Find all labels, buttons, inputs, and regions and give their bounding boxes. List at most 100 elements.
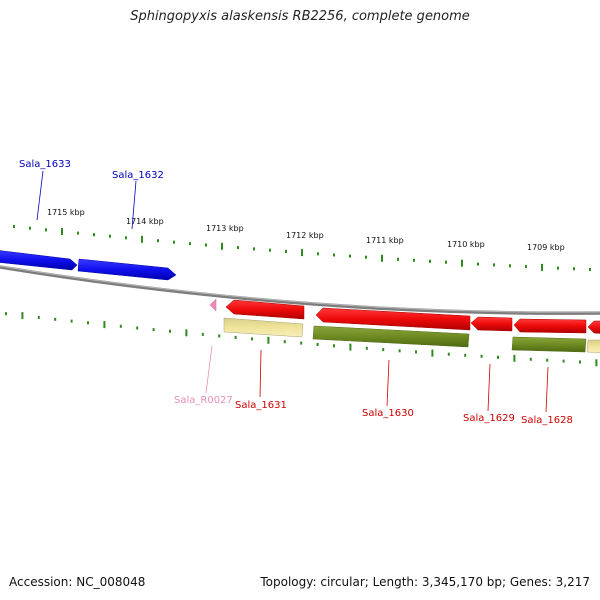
- outer-minor-tick: [349, 254, 351, 258]
- outer-minor-tick: [333, 253, 335, 257]
- outer-minor-tick: [125, 236, 127, 240]
- outer-minor-tick: [189, 242, 191, 246]
- outer-minor-tick: [13, 225, 15, 228]
- outer-minor-tick: [77, 231, 79, 235]
- inner-minor-tick: [54, 317, 57, 321]
- outer-minor-tick: [109, 234, 111, 238]
- cog-bar-partial-right: [586, 339, 600, 353]
- inner-minor-tick: [447, 352, 450, 356]
- outer-minor-tick: [477, 262, 479, 266]
- inner-minor-tick: [529, 357, 532, 361]
- gene-arrow-sala1631[interactable]: [225, 299, 305, 320]
- gene-label-sala-r0027[interactable]: Sala_R0027: [174, 395, 233, 406]
- gene-label-sala1631[interactable]: Sala_1631: [235, 400, 287, 411]
- tick-label-1714: 1714 kbp: [126, 217, 164, 226]
- inner-major-tick: [431, 349, 434, 357]
- inner-minor-tick: [382, 348, 385, 352]
- inner-minor-tick: [234, 335, 237, 339]
- inner-minor-tick: [300, 341, 303, 345]
- genome-backbone-highlight: [0, 265, 600, 313]
- inner-major-tick: [513, 354, 516, 362]
- inner-minor-tick: [218, 334, 221, 338]
- gene-arrow-sala1630[interactable]: [315, 307, 471, 331]
- cog-bar-sala1631: [223, 317, 304, 338]
- outer-minor-tick: [413, 258, 415, 262]
- inner-major-tick: [267, 336, 270, 344]
- tick-label-1710: 1710 kbp: [447, 240, 485, 249]
- gene-label-sala1630[interactable]: Sala_1630: [362, 408, 414, 419]
- tick-label-1713: 1713 kbp: [206, 224, 244, 233]
- outer-minor-tick: [285, 249, 287, 253]
- outer-minor-tick: [509, 264, 511, 268]
- outer-minor-tick: [317, 252, 319, 256]
- outer-minor-tick: [589, 268, 591, 271]
- outer-minor-tick: [205, 243, 207, 247]
- outer-major-tick: [541, 263, 543, 271]
- inner-minor-tick: [562, 359, 565, 363]
- outer-major-tick: [141, 235, 143, 243]
- inner-minor-tick: [480, 354, 483, 358]
- leader-line-sala1629: [487, 363, 491, 412]
- inner-minor-tick: [497, 355, 499, 359]
- outer-major-tick: [61, 228, 63, 235]
- inner-major-tick: [349, 343, 352, 351]
- gene-arrow-partial-right[interactable]: [587, 320, 600, 334]
- gene-arrow-sala1632[interactable]: [77, 258, 177, 281]
- inner-minor-tick: [464, 353, 467, 357]
- outer-tick-ring: [13, 225, 591, 271]
- leader-line-sala1631: [259, 349, 262, 398]
- inner-major-tick: [21, 312, 24, 320]
- inner-minor-tick: [169, 329, 171, 333]
- gene-arrow-sala1628[interactable]: [513, 318, 587, 334]
- inner-major-tick: [103, 321, 106, 329]
- inner-tick-ring: [5, 312, 598, 367]
- outer-minor-tick: [493, 263, 495, 267]
- outer-minor-tick: [173, 240, 175, 244]
- gene-label-sala1632[interactable]: Sala_1632: [112, 170, 164, 181]
- inner-minor-tick: [119, 324, 122, 328]
- inner-minor-tick: [152, 328, 155, 332]
- genome-backbone: [0, 265, 600, 315]
- outer-major-tick: [381, 254, 383, 262]
- outer-minor-tick: [253, 247, 255, 251]
- outer-minor-tick: [525, 265, 527, 269]
- inner-minor-tick: [365, 346, 368, 350]
- gene-label-sala1633[interactable]: Sala_1633: [19, 159, 71, 170]
- inner-minor-tick: [5, 312, 7, 316]
- inner-minor-tick: [136, 326, 139, 330]
- tick-label-1715: 1715 kbp: [47, 208, 85, 217]
- outer-minor-tick: [445, 260, 447, 264]
- tick-label-1709: 1709 kbp: [527, 243, 565, 252]
- inner-major-tick: [595, 359, 598, 367]
- inner-minor-tick: [37, 315, 40, 319]
- leader-line-sala1633: [36, 170, 44, 221]
- cog-bar-sala1630: [312, 325, 470, 348]
- leader-line-sala1632: [131, 180, 137, 230]
- inner-minor-tick: [316, 343, 319, 346]
- outer-minor-tick: [573, 267, 575, 271]
- outer-minor-tick: [557, 266, 559, 270]
- inner-major-tick: [185, 329, 188, 337]
- gene-arrow-sala1629[interactable]: [470, 316, 513, 332]
- inner-minor-tick: [251, 337, 253, 341]
- inner-minor-tick: [415, 350, 417, 354]
- gene-label-sala1628[interactable]: Sala_1628: [521, 415, 573, 426]
- outer-minor-tick: [157, 239, 159, 243]
- inner-minor-tick: [579, 360, 581, 364]
- gene-label-sala1629[interactable]: Sala_1629: [463, 413, 515, 424]
- inner-minor-tick: [283, 340, 286, 344]
- outer-minor-tick: [29, 226, 31, 230]
- outer-minor-tick: [45, 228, 47, 232]
- inner-minor-tick: [70, 319, 73, 323]
- map-title: Sphingopyxis alaskensis RB2256, complete…: [130, 9, 470, 24]
- cog-bar-sala1628: [511, 336, 587, 353]
- leader-line-sala1628: [545, 366, 549, 413]
- leader-line-sala1630: [386, 359, 390, 407]
- trna-marker-sala-r0027[interactable]: [209, 298, 217, 312]
- inner-minor-tick: [201, 332, 204, 336]
- outer-major-tick: [221, 242, 223, 250]
- footer-accession: Accession: NC_008048: [9, 575, 146, 589]
- gene-arrow-sala1633[interactable]: [0, 250, 78, 271]
